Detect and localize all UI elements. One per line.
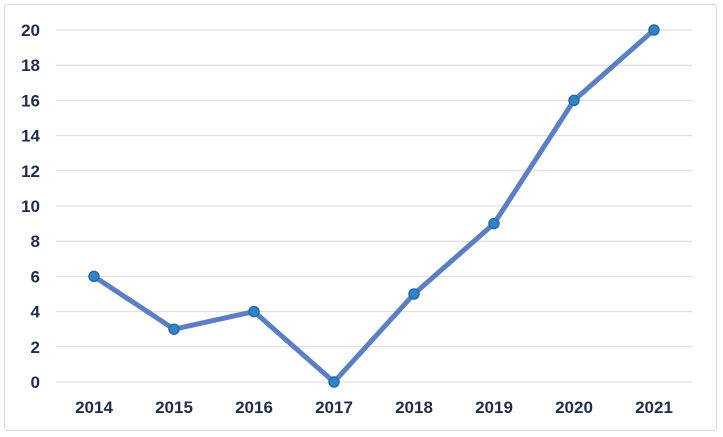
gridlines — [56, 29, 692, 383]
data-point-2021 — [648, 24, 660, 36]
data-point-2020 — [568, 94, 580, 107]
series-line — [91, 27, 657, 385]
series-line-group — [91, 27, 657, 385]
data-point-2014 — [88, 270, 100, 283]
y-tick-label-14: 14 — [21, 127, 40, 146]
y-tick-label-2: 2 — [31, 338, 40, 357]
y-tick-label-12: 12 — [21, 162, 40, 181]
data-point-2017 — [328, 376, 340, 388]
data-points — [88, 24, 660, 388]
y-tick-label-0: 0 — [31, 373, 40, 392]
x-tick-label-2018: 2018 — [395, 398, 433, 417]
data-point-2016 — [248, 305, 260, 318]
y-tick-label-6: 6 — [31, 267, 40, 286]
x-tick-label-2019: 2019 — [475, 398, 513, 417]
y-tick-label-18: 18 — [21, 56, 40, 75]
y-tick-label-10: 10 — [21, 197, 40, 216]
y-axis-tick-labels: 0 2 4 6 8 10 12 14 16 18 20 — [21, 21, 40, 392]
data-point-2019 — [488, 217, 500, 230]
data-point-2018 — [408, 288, 420, 300]
x-tick-label-2020: 2020 — [555, 398, 593, 417]
x-tick-label-2014: 2014 — [75, 398, 113, 417]
x-tick-label-2021: 2021 — [635, 398, 673, 417]
x-axis-tick-labels: 2014 2015 2016 2017 2018 2019 2020 2021 — [75, 398, 673, 417]
x-tick-label-2017: 2017 — [315, 398, 353, 417]
y-tick-label-16: 16 — [21, 91, 40, 110]
x-tick-label-2016: 2016 — [235, 398, 273, 417]
y-tick-label-20: 20 — [21, 21, 40, 40]
y-tick-label-8: 8 — [31, 232, 40, 251]
data-point-2015 — [168, 323, 180, 335]
y-tick-label-4: 4 — [31, 303, 41, 322]
chart-frame — [4, 4, 717, 431]
x-tick-label-2015: 2015 — [155, 398, 193, 417]
